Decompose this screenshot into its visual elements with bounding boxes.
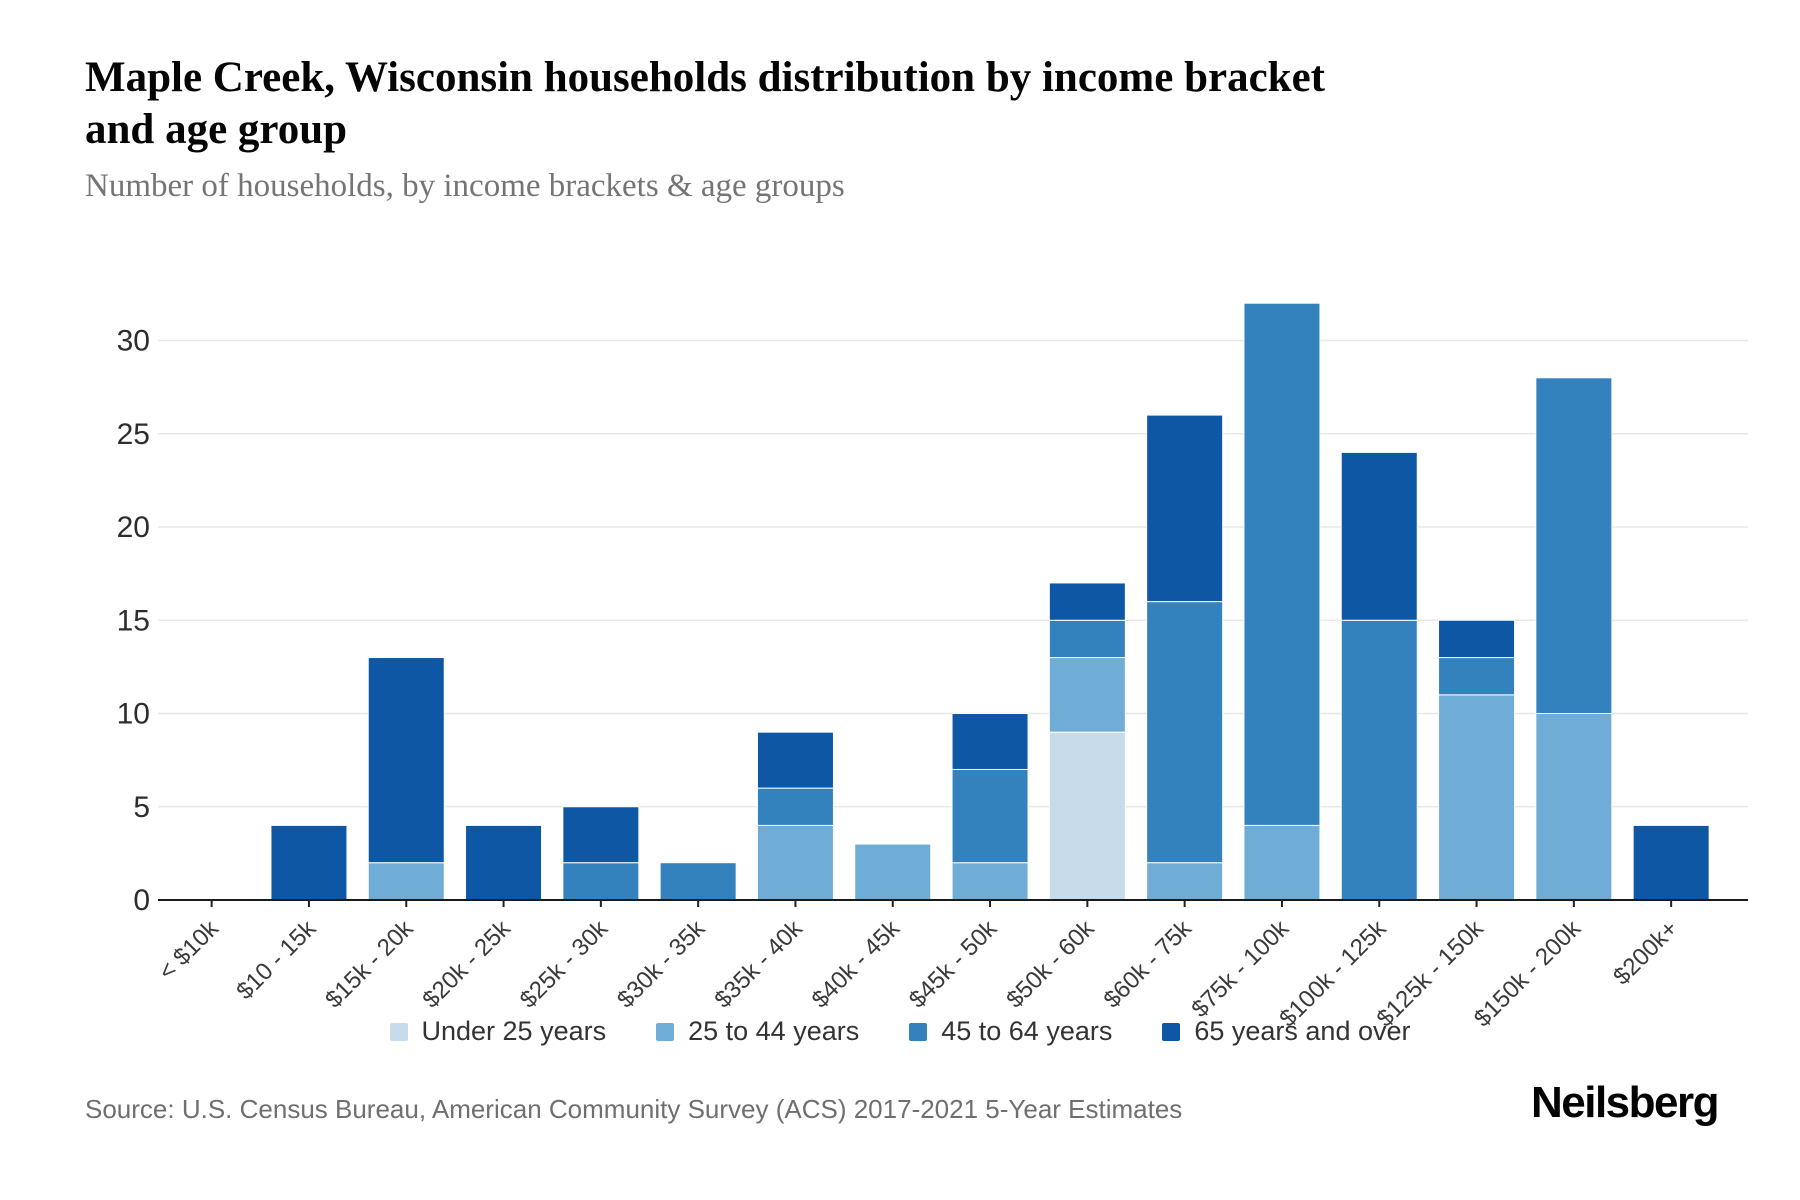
legend-label: 45 to 64 years [941, 1016, 1113, 1046]
chart-title-line2: and age group [85, 106, 348, 154]
y-axis-label: 0 [133, 884, 150, 917]
bar-segment[interactable] [756, 731, 834, 789]
legend-item-2[interactable]: 25 to 44 years [656, 1016, 859, 1047]
x-axis-label: $35k - 40k [709, 914, 808, 1013]
bar-segment[interactable] [756, 787, 834, 826]
bar-segment[interactable] [562, 806, 640, 864]
bar-segment[interactable] [465, 824, 543, 901]
bar-segment[interactable] [951, 713, 1029, 770]
bar-segment[interactable] [1438, 694, 1516, 901]
bar-segment[interactable] [562, 862, 640, 901]
bar-segment[interactable] [1048, 731, 1126, 901]
legend-item-3[interactable]: 45 to 64 years [909, 1016, 1112, 1047]
bar-segment[interactable] [1632, 824, 1710, 901]
bar-segment[interactable] [659, 862, 737, 901]
bar-segment[interactable] [1048, 657, 1126, 733]
bar-segment[interactable] [270, 824, 348, 901]
x-axis-label: $25k - 30k [515, 914, 614, 1013]
bar-segment[interactable] [1048, 582, 1126, 621]
bar-segment[interactable] [367, 862, 445, 901]
bar-segment[interactable] [1146, 414, 1224, 603]
chart-subtitle: Number of households, by income brackets… [85, 168, 845, 204]
x-axis-label: $40k - 45k [807, 914, 906, 1013]
x-axis-label: $60k - 75k [1099, 914, 1198, 1013]
x-axis-label: $75k - 100k [1186, 914, 1294, 1022]
legend-item-4[interactable]: 65 years and over [1162, 1016, 1411, 1047]
legend-label: Under 25 years [421, 1016, 607, 1046]
bar-segment[interactable] [1340, 451, 1418, 621]
x-axis-label: $20k - 25k [417, 914, 516, 1013]
bar-segment[interactable] [1243, 302, 1321, 826]
bar-segment[interactable] [1438, 619, 1516, 659]
bar-segment[interactable] [1438, 657, 1516, 696]
x-axis-label: $200k+ [1608, 915, 1683, 990]
chart-legend: Under 25 years 25 to 44 years 45 to 64 yea… [0, 1016, 1800, 1047]
y-axis-label: 10 [117, 698, 150, 731]
legend-swatch-icon [389, 1022, 408, 1041]
x-axis-label: $15k - 20k [320, 914, 419, 1013]
bar-segment[interactable] [1535, 377, 1613, 714]
legend-swatch-icon [909, 1022, 928, 1041]
legend-label: 25 to 44 years [688, 1016, 860, 1046]
x-axis-label: $10 - 15k [231, 914, 322, 1005]
bar-segment[interactable] [951, 862, 1029, 901]
bar-segment[interactable] [1535, 713, 1613, 901]
y-axis-label: 5 [133, 791, 150, 824]
brand-logo: Neilsberg [1530, 1078, 1720, 1127]
legend-item-1[interactable]: Under 25 years [389, 1016, 607, 1047]
bar-segment[interactable] [367, 657, 445, 864]
bar-segment[interactable] [1340, 619, 1418, 901]
x-axis-label: $50k - 60k [1001, 914, 1100, 1013]
bar-segment[interactable] [1048, 619, 1126, 659]
bar-segment[interactable] [951, 768, 1029, 864]
chart-title: Maple Creek, Wisconsin households distri… [85, 52, 1515, 157]
y-axis-label: 20 [117, 511, 150, 544]
y-axis-label: 25 [117, 418, 150, 451]
source-text: Source: U.S. Census Bureau, American Com… [85, 1094, 1183, 1124]
chart-title-line1: Maple Creek, Wisconsin households distri… [85, 54, 1325, 101]
bar-segment[interactable] [1243, 824, 1321, 901]
y-axis-label: 15 [117, 604, 150, 637]
x-axis-label: $45k - 50k [904, 914, 1003, 1013]
legend-label: 65 years and over [1194, 1016, 1411, 1046]
legend-swatch-icon [656, 1022, 675, 1041]
x-axis-label: < $10k [153, 914, 224, 985]
bar-segment[interactable] [1146, 862, 1224, 901]
x-axis-label: $30k - 35k [612, 914, 711, 1013]
bar-segment[interactable] [756, 824, 834, 901]
bar-segment[interactable] [854, 843, 932, 901]
y-axis-label: 30 [117, 325, 150, 358]
bar-segment[interactable] [1146, 601, 1224, 864]
legend-swatch-icon [1162, 1022, 1181, 1041]
